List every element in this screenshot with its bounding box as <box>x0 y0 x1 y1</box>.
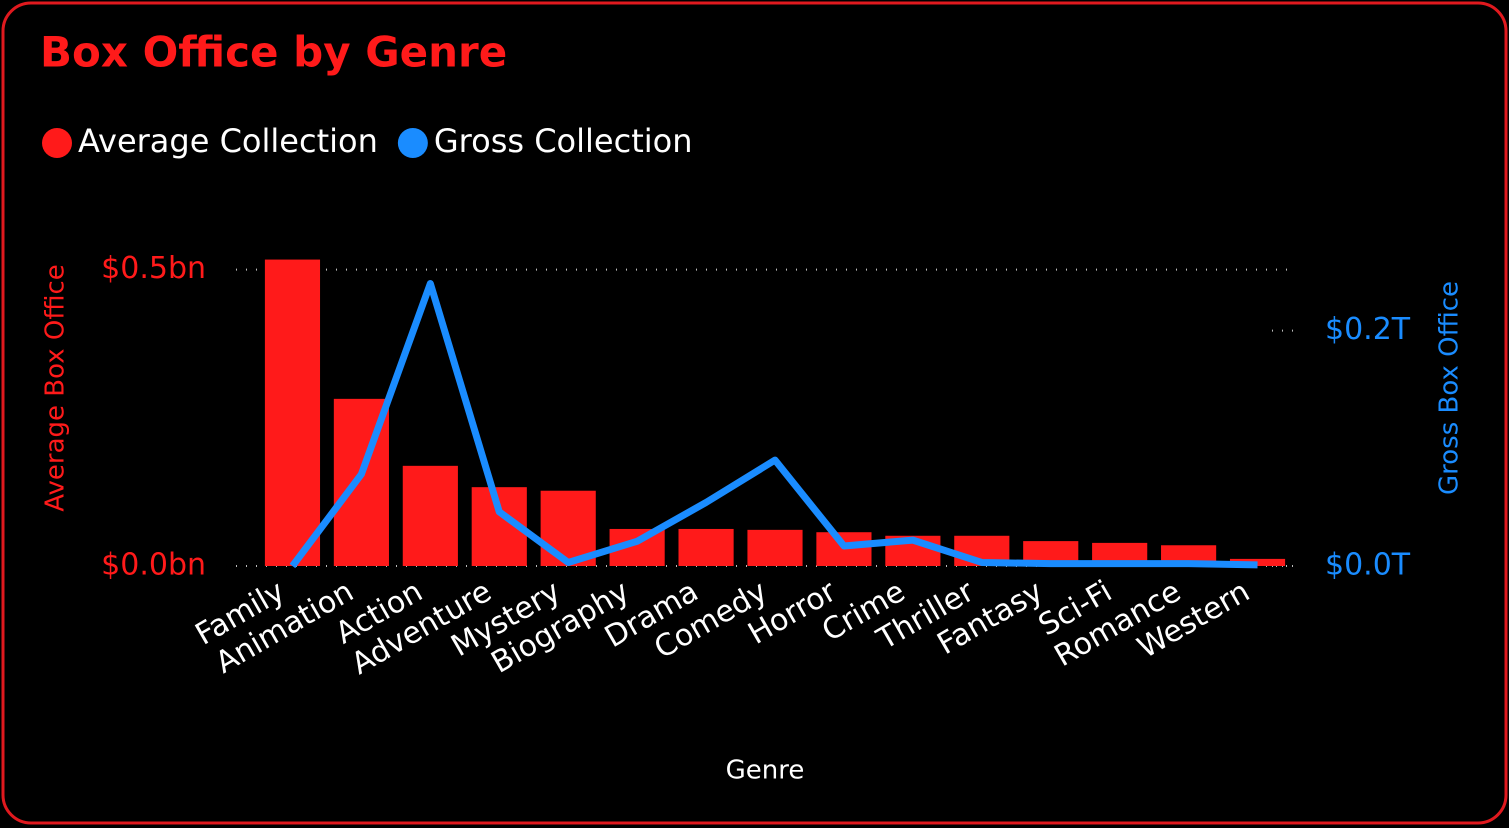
y-axis-title: Average Box Office <box>41 264 71 512</box>
legend: Average Collection Gross Collection <box>42 122 692 160</box>
bar <box>747 529 803 566</box>
legend-marker <box>42 128 72 158</box>
bar <box>678 528 734 566</box>
y2-tick-label: $0.2T <box>1325 312 1411 347</box>
y-tick-label: $0.0bn <box>101 548 206 583</box>
legend-marker <box>397 128 428 158</box>
x-axis-title: Genre <box>726 756 805 786</box>
bar <box>264 259 321 566</box>
y-tick-label: $0.5bn <box>101 251 206 286</box>
line <box>289 280 1258 569</box>
y2-axis-title: Gross Box Office <box>1435 281 1465 495</box>
y2-tick-label: $0.0T <box>1325 548 1411 583</box>
legend-label: Average Collection <box>78 122 378 160</box>
chart-title: Box Office by Genre <box>40 28 507 77</box>
bar <box>402 465 458 566</box>
legend-label: Gross Collection <box>434 122 693 160</box>
